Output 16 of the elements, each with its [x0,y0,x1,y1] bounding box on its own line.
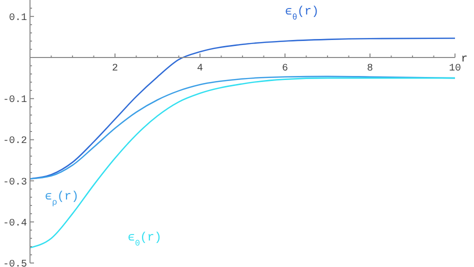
y-tick-label: -0.2 [2,136,27,148]
series-label: ϵ$_{ρ}$(r) [44,189,79,208]
y-tick-label: -0.1 [2,95,27,106]
x-axis-title: r [461,54,468,66]
y-tick-label: 0.1 [8,12,27,24]
line-series [29,77,456,248]
y-tick-label: -0.4 [2,218,27,230]
x-tick-label: 2 [112,64,118,75]
x-tick-label: 4 [196,64,204,75]
text: ϵ$_{0}$(r) [128,230,162,248]
x-tick-label: 6 [282,64,288,75]
y-tick-label: -0.3 [2,177,27,188]
series-label: ϵ$_{θ}$(r) [285,4,319,22]
x-tick-label: 10 [448,64,462,75]
x-tick-label: 8 [366,64,374,75]
y-tick-label: -0.5 [2,260,27,267]
